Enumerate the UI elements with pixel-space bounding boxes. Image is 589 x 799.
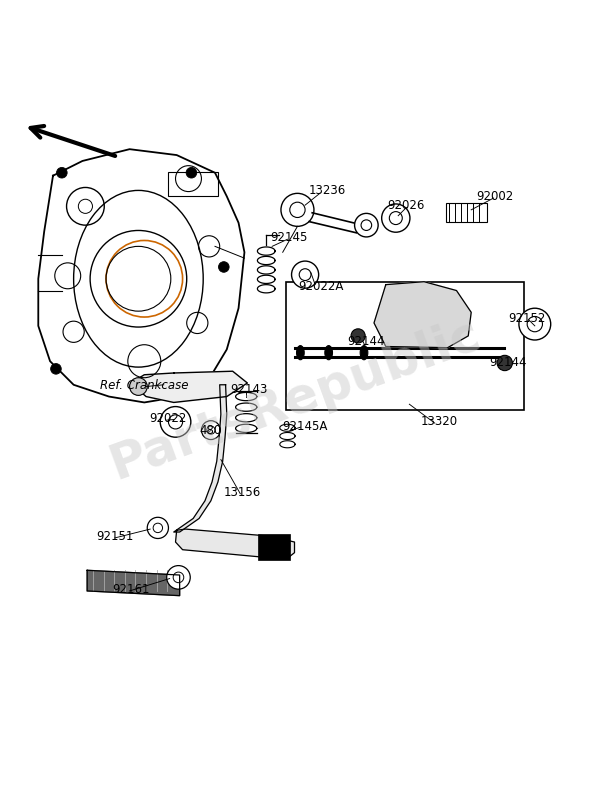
Text: 13156: 13156 (224, 486, 262, 499)
Text: 92026: 92026 (388, 199, 425, 212)
Circle shape (351, 329, 365, 343)
Text: PartsRepublic: PartsRepublic (102, 310, 487, 489)
Circle shape (51, 364, 61, 374)
Ellipse shape (360, 346, 368, 360)
Bar (286, 282, 524, 410)
Text: 92144: 92144 (348, 336, 385, 348)
Circle shape (219, 262, 229, 272)
Ellipse shape (296, 346, 304, 360)
Text: 13236: 13236 (308, 184, 346, 197)
Text: 92143: 92143 (230, 383, 267, 396)
Circle shape (173, 572, 184, 582)
Circle shape (389, 212, 402, 225)
Circle shape (299, 268, 311, 280)
Circle shape (201, 421, 220, 439)
Circle shape (167, 566, 190, 589)
Bar (258, 534, 290, 560)
Circle shape (292, 261, 319, 288)
Ellipse shape (325, 346, 333, 360)
Text: 92144: 92144 (489, 356, 527, 369)
Circle shape (160, 407, 191, 437)
Text: 92145: 92145 (270, 231, 307, 244)
Circle shape (168, 415, 183, 429)
Circle shape (207, 426, 215, 434)
Polygon shape (87, 570, 180, 595)
Circle shape (130, 378, 147, 396)
Text: 480: 480 (200, 424, 222, 437)
Circle shape (153, 523, 163, 533)
Text: 92161: 92161 (112, 583, 150, 596)
Text: 92002: 92002 (476, 190, 514, 203)
Bar (446, 203, 487, 221)
Text: 92022A: 92022A (298, 280, 344, 293)
Circle shape (527, 316, 542, 332)
Text: Ref. Crankcase: Ref. Crankcase (100, 380, 188, 392)
Polygon shape (176, 529, 294, 558)
Circle shape (290, 202, 305, 217)
Circle shape (497, 356, 512, 371)
Text: 92145A: 92145A (282, 419, 328, 432)
Bar (168, 172, 218, 197)
Polygon shape (374, 282, 471, 348)
Text: 13320: 13320 (420, 415, 458, 428)
Polygon shape (38, 149, 244, 403)
Text: 92151: 92151 (96, 531, 134, 543)
Circle shape (57, 168, 67, 178)
Circle shape (361, 220, 372, 230)
Text: 92152: 92152 (508, 312, 546, 324)
Circle shape (519, 308, 551, 340)
Circle shape (147, 517, 168, 539)
Text: 92022: 92022 (149, 412, 187, 425)
Circle shape (382, 204, 410, 233)
Circle shape (186, 168, 197, 178)
Polygon shape (174, 385, 227, 532)
Circle shape (355, 213, 378, 237)
Circle shape (281, 193, 314, 226)
Polygon shape (131, 372, 247, 403)
